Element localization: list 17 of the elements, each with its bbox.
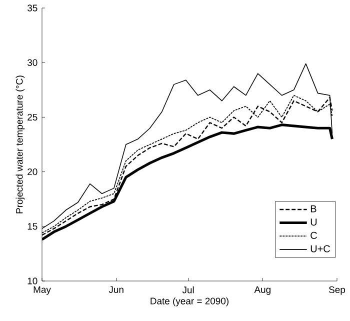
- x-axis-title: Date (year = 2090): [150, 297, 228, 306]
- y-tick-label: 15: [28, 223, 38, 230]
- y-tick-label: 35: [27, 4, 38, 12]
- y-tick-label: 30: [27, 59, 38, 66]
- legend-label: U: [310, 218, 317, 226]
- y-tick-label: 20: [28, 168, 38, 176]
- x-tick-label: Jun: [108, 286, 124, 293]
- y-tick-label: 10: [28, 278, 38, 284]
- x-tick-label: May: [34, 286, 51, 295]
- x-tick-label: Sep: [329, 286, 346, 295]
- legend-label: B: [310, 205, 316, 212]
- x-tick-label: Jul: [182, 286, 194, 294]
- y-tick-label: 25: [28, 114, 38, 121]
- legend-label: C: [310, 232, 317, 239]
- x-tick-label: Aug: [254, 286, 270, 295]
- legend-label: U+C: [310, 245, 330, 252]
- y-axis-title: Projected water temperature (°C): [16, 76, 25, 214]
